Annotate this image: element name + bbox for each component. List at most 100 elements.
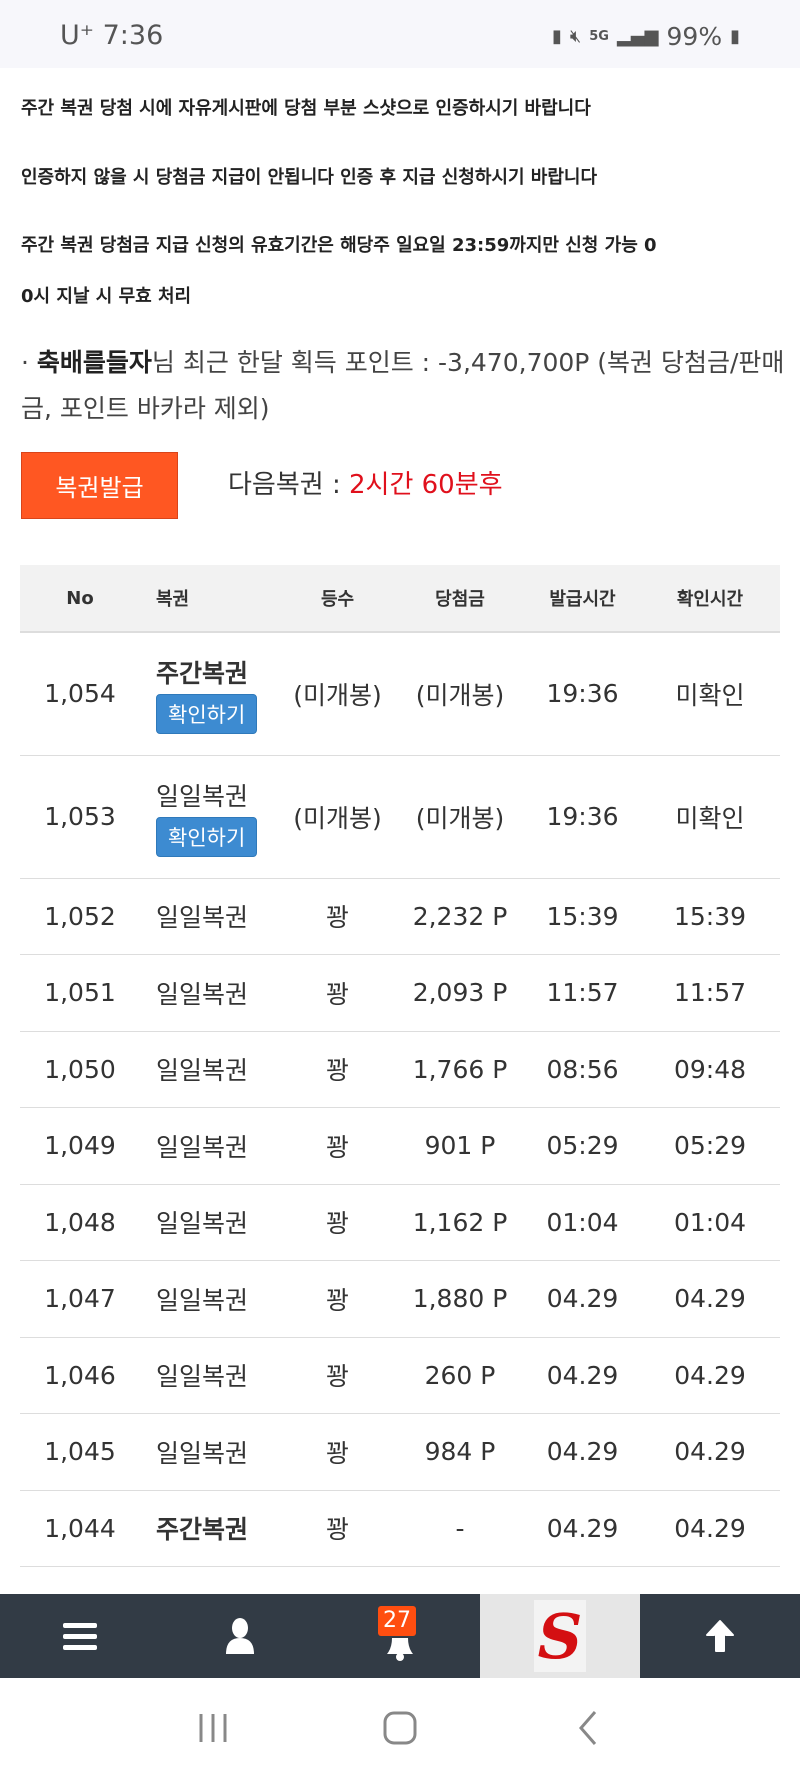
status-carrier-time: U⁺ 7:36	[60, 20, 163, 51]
check-button[interactable]: 확인하기	[156, 816, 258, 857]
table-row: 1,047 일일복권 꽝 1,880 P 04.29 04.29	[20, 1260, 780, 1338]
cell-rank: 꽝	[280, 1184, 395, 1261]
ticket-type: 일일복권	[156, 781, 249, 811]
ticket-type: 주간복권	[156, 1515, 249, 1545]
scroll-top-button[interactable]	[640, 1594, 800, 1678]
cell-no: 1,049	[20, 1107, 140, 1185]
cell-rank: 꽝	[280, 1337, 395, 1414]
cell-prize: 901 P	[395, 1107, 525, 1185]
battery-saver-icon: ▮	[552, 26, 562, 47]
cell-confirmed: 04.29	[640, 1337, 780, 1414]
table-header: No 복권 등수 당첨금 발급시간 확인시간	[20, 565, 780, 633]
system-nav	[0, 1678, 800, 1778]
cell-confirmed: 09:48	[640, 1031, 780, 1108]
user-button[interactable]	[160, 1594, 320, 1678]
cell-ticket: 주간복권	[140, 1490, 280, 1567]
notice-line: 0시 지날 시 무효 처리	[21, 286, 192, 307]
cell-issued: 04.29	[525, 1260, 640, 1338]
issue-lottery-button[interactable]: 복권발급	[21, 452, 178, 519]
table-row: 1,052 일일복권 꽝 2,232 P 15:39 15:39	[20, 878, 780, 955]
arrow-up-icon	[706, 1620, 734, 1652]
check-button[interactable]: 확인하기	[156, 693, 258, 734]
cell-prize: (미개봉)	[395, 632, 525, 756]
cell-prize: 1,162 P	[395, 1184, 525, 1261]
menu-icon	[63, 1623, 97, 1650]
cell-rank: 꽝	[280, 1031, 395, 1108]
recent-apps-icon[interactable]	[195, 1711, 231, 1745]
cell-issued: 04.29	[525, 1490, 640, 1567]
next-time: 2시간 60분후	[348, 470, 503, 500]
notice-line: 인증하지 않을 시 당첨금 지급이 안됩니다 인증 후 지급 신청하시기 바랍니…	[21, 167, 598, 188]
cell-issued: 05:29	[525, 1107, 640, 1185]
header-rank: 등수	[280, 565, 395, 633]
ticket-type: 일일복권	[156, 903, 249, 933]
cell-ticket: 일일복권	[140, 1413, 280, 1491]
ticket-type: 일일복권	[156, 1285, 249, 1315]
notifications-button[interactable]	[320, 1594, 480, 1678]
ticket-type: 일일복권	[156, 1438, 249, 1468]
cell-confirmed: 15:39	[640, 878, 780, 955]
carrier: U⁺	[60, 20, 95, 51]
battery-level: 99%	[666, 22, 723, 51]
cell-issued: 04.29	[525, 1413, 640, 1491]
cell-prize: (미개봉)	[395, 755, 525, 879]
table-row: 1,053 일일복권 확인하기 (미개봉) (미개봉) 19:36 미확인	[20, 755, 780, 879]
cell-confirmed: 미확인	[640, 632, 780, 756]
cell-prize: 984 P	[395, 1413, 525, 1491]
cell-no: 1,053	[20, 755, 140, 879]
header-no: No	[20, 565, 140, 633]
site-logo: S	[534, 1600, 586, 1673]
cell-rank: 꽝	[280, 878, 395, 955]
bell-icon	[387, 1638, 413, 1661]
notice-line: 주간 복권 당첨 시에 자유게시판에 당첨 부분 스샷으로 인증하시기 바랍니다	[21, 98, 591, 119]
cell-rank: 꽝	[280, 1260, 395, 1338]
clock: 7:36	[102, 20, 164, 51]
notice-line: 주간 복권 당첨금 지급 신청의 유효기간은 해당주 일요일 23:59까지만 …	[21, 235, 657, 256]
cell-no: 1,046	[20, 1337, 140, 1414]
cell-prize: 1,880 P	[395, 1260, 525, 1338]
ticket-type: 일일복권	[156, 1209, 249, 1239]
table-row: 1,054 주간복권 확인하기 (미개봉) (미개봉) 19:36 미확인	[20, 632, 780, 756]
cell-no: 1,052	[20, 878, 140, 955]
cell-rank: 꽝	[280, 1107, 395, 1185]
cell-no: 1,045	[20, 1413, 140, 1491]
menu-button[interactable]	[0, 1594, 160, 1678]
network-5g-icon: 5G	[589, 29, 609, 44]
cell-issued: 15:39	[525, 878, 640, 955]
cell-rank: 꽝	[280, 1490, 395, 1567]
username: 축배를들자	[36, 348, 152, 377]
cell-issued: 08:56	[525, 1031, 640, 1108]
cell-confirmed: 04.29	[640, 1260, 780, 1338]
status-icons: ▮ 🔇︎ 5G ▂▄▆ 99% ▮	[552, 22, 740, 51]
cell-rank: (미개봉)	[280, 632, 395, 756]
cell-issued: 19:36	[525, 755, 640, 879]
cell-issued: 01:04	[525, 1184, 640, 1261]
monthly-points: · 축배를들자님 최근 한달 획득 포인트 : -3,470,700P (복권 …	[21, 340, 786, 432]
cell-issued: 19:36	[525, 632, 640, 756]
table-row: 1,044 주간복권 꽝 -04.29 04.29	[20, 1490, 780, 1567]
cell-prize: 2,232 P	[395, 878, 525, 955]
cell-prize: 2,093 P	[395, 954, 525, 1032]
next-lottery: 다음복권 : 2시간 60분후	[228, 464, 503, 501]
ticket-type: 일일복권	[156, 1362, 249, 1392]
ticket-type: 주간복권	[156, 658, 249, 688]
cell-issued: 04.29	[525, 1337, 640, 1414]
cell-confirmed: 미확인	[640, 755, 780, 879]
cell-ticket: 일일복권	[140, 1337, 280, 1414]
cell-confirmed: 04.29	[640, 1490, 780, 1567]
points-text: 님 최근 한달 획득 포인트 : -3,470,700P (복권 당첨금/판매금…	[21, 348, 785, 423]
site-logo-button[interactable]: S	[480, 1594, 640, 1678]
back-icon[interactable]	[569, 1710, 605, 1746]
header-ticket: 복권	[140, 565, 280, 633]
ticket-type: 일일복권	[156, 1132, 249, 1162]
cell-no: 1,047	[20, 1260, 140, 1338]
cell-confirmed: 04.29	[640, 1413, 780, 1491]
cell-issued: 11:57	[525, 954, 640, 1032]
next-label: 다음복권 :	[228, 470, 349, 500]
cell-no: 1,044	[20, 1490, 140, 1567]
cell-no: 1,051	[20, 954, 140, 1032]
table-row: 1,046 일일복권 꽝 260 P 04.29 04.29	[20, 1337, 780, 1414]
home-icon[interactable]	[382, 1711, 418, 1745]
cell-rank: 꽝	[280, 954, 395, 1032]
